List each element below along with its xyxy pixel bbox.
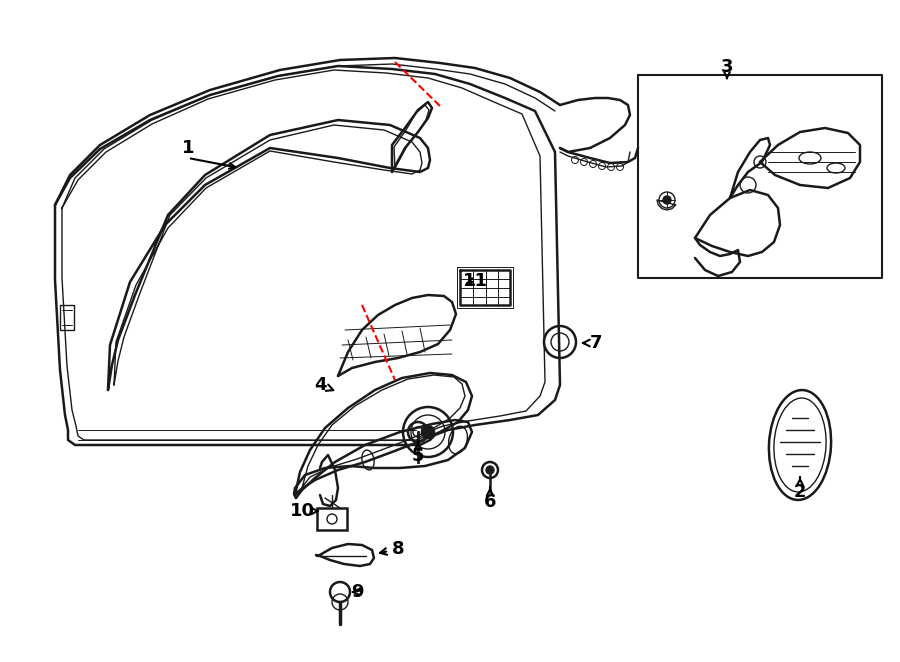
Bar [317,508,347,530]
Text: 5: 5 [412,442,424,465]
Text: 7: 7 [583,334,602,352]
Circle shape [486,466,494,474]
Text: 2: 2 [794,477,806,501]
Text: 8: 8 [380,540,404,558]
Text: 4: 4 [314,376,333,394]
Circle shape [663,196,671,204]
Text: 9: 9 [351,583,364,601]
Text: 10: 10 [290,502,318,520]
Text: 11: 11 [463,272,488,290]
Text: 6: 6 [484,487,496,511]
Circle shape [422,426,434,438]
Text: 1: 1 [182,139,194,157]
Text: 3: 3 [721,58,734,76]
